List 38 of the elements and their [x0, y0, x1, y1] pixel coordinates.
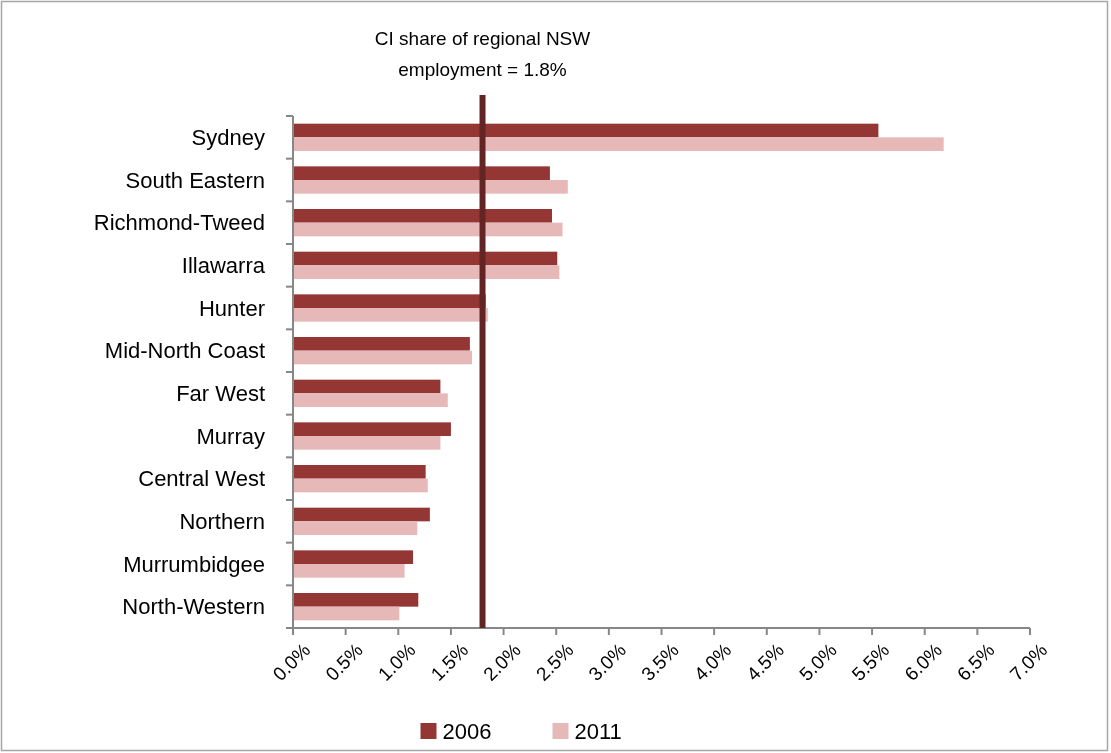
- y-tick-label: South Eastern: [125, 167, 265, 193]
- bar: [293, 465, 426, 479]
- bar: [293, 606, 400, 621]
- bar: [293, 350, 472, 365]
- y-tick-label: Far West: [176, 381, 265, 407]
- y-tick-label: Northern: [179, 509, 265, 535]
- bar: [293, 308, 488, 322]
- bar: [293, 123, 879, 138]
- y-tick-label: Central West: [138, 466, 265, 492]
- y-tick-label: Mid-North Coast: [104, 338, 265, 364]
- bar: [293, 550, 414, 564]
- y-tick-label: Richmond-Tweed: [93, 210, 265, 236]
- y-tick-label: Illawarra: [181, 253, 266, 279]
- bar: [293, 251, 558, 266]
- bar: [293, 180, 568, 194]
- bar: [293, 507, 430, 522]
- y-tick-label: Sydney: [191, 125, 265, 151]
- bar: [293, 209, 552, 223]
- bar: [293, 337, 470, 351]
- bar: [293, 422, 451, 436]
- bar: [293, 521, 418, 535]
- y-tick-label: North-Western: [122, 594, 265, 620]
- bar: [293, 166, 550, 180]
- bar: [293, 379, 441, 394]
- bar: [293, 564, 405, 578]
- bar: [293, 265, 560, 279]
- y-tick-label: Murray: [196, 423, 265, 449]
- y-tick-label: Hunter: [198, 295, 265, 321]
- bar: [293, 478, 428, 493]
- bar: [293, 436, 441, 450]
- bar: [293, 222, 563, 237]
- legend-label: 2011: [574, 718, 622, 744]
- bar: [293, 393, 448, 407]
- legend-label: 2006: [442, 718, 492, 744]
- y-tick-label: Murrumbidgee: [123, 551, 265, 577]
- ref-line-label: CI share of regional NSW employment = 1.8%: [374, 27, 591, 80]
- bar: [293, 137, 944, 151]
- bar: [293, 593, 419, 607]
